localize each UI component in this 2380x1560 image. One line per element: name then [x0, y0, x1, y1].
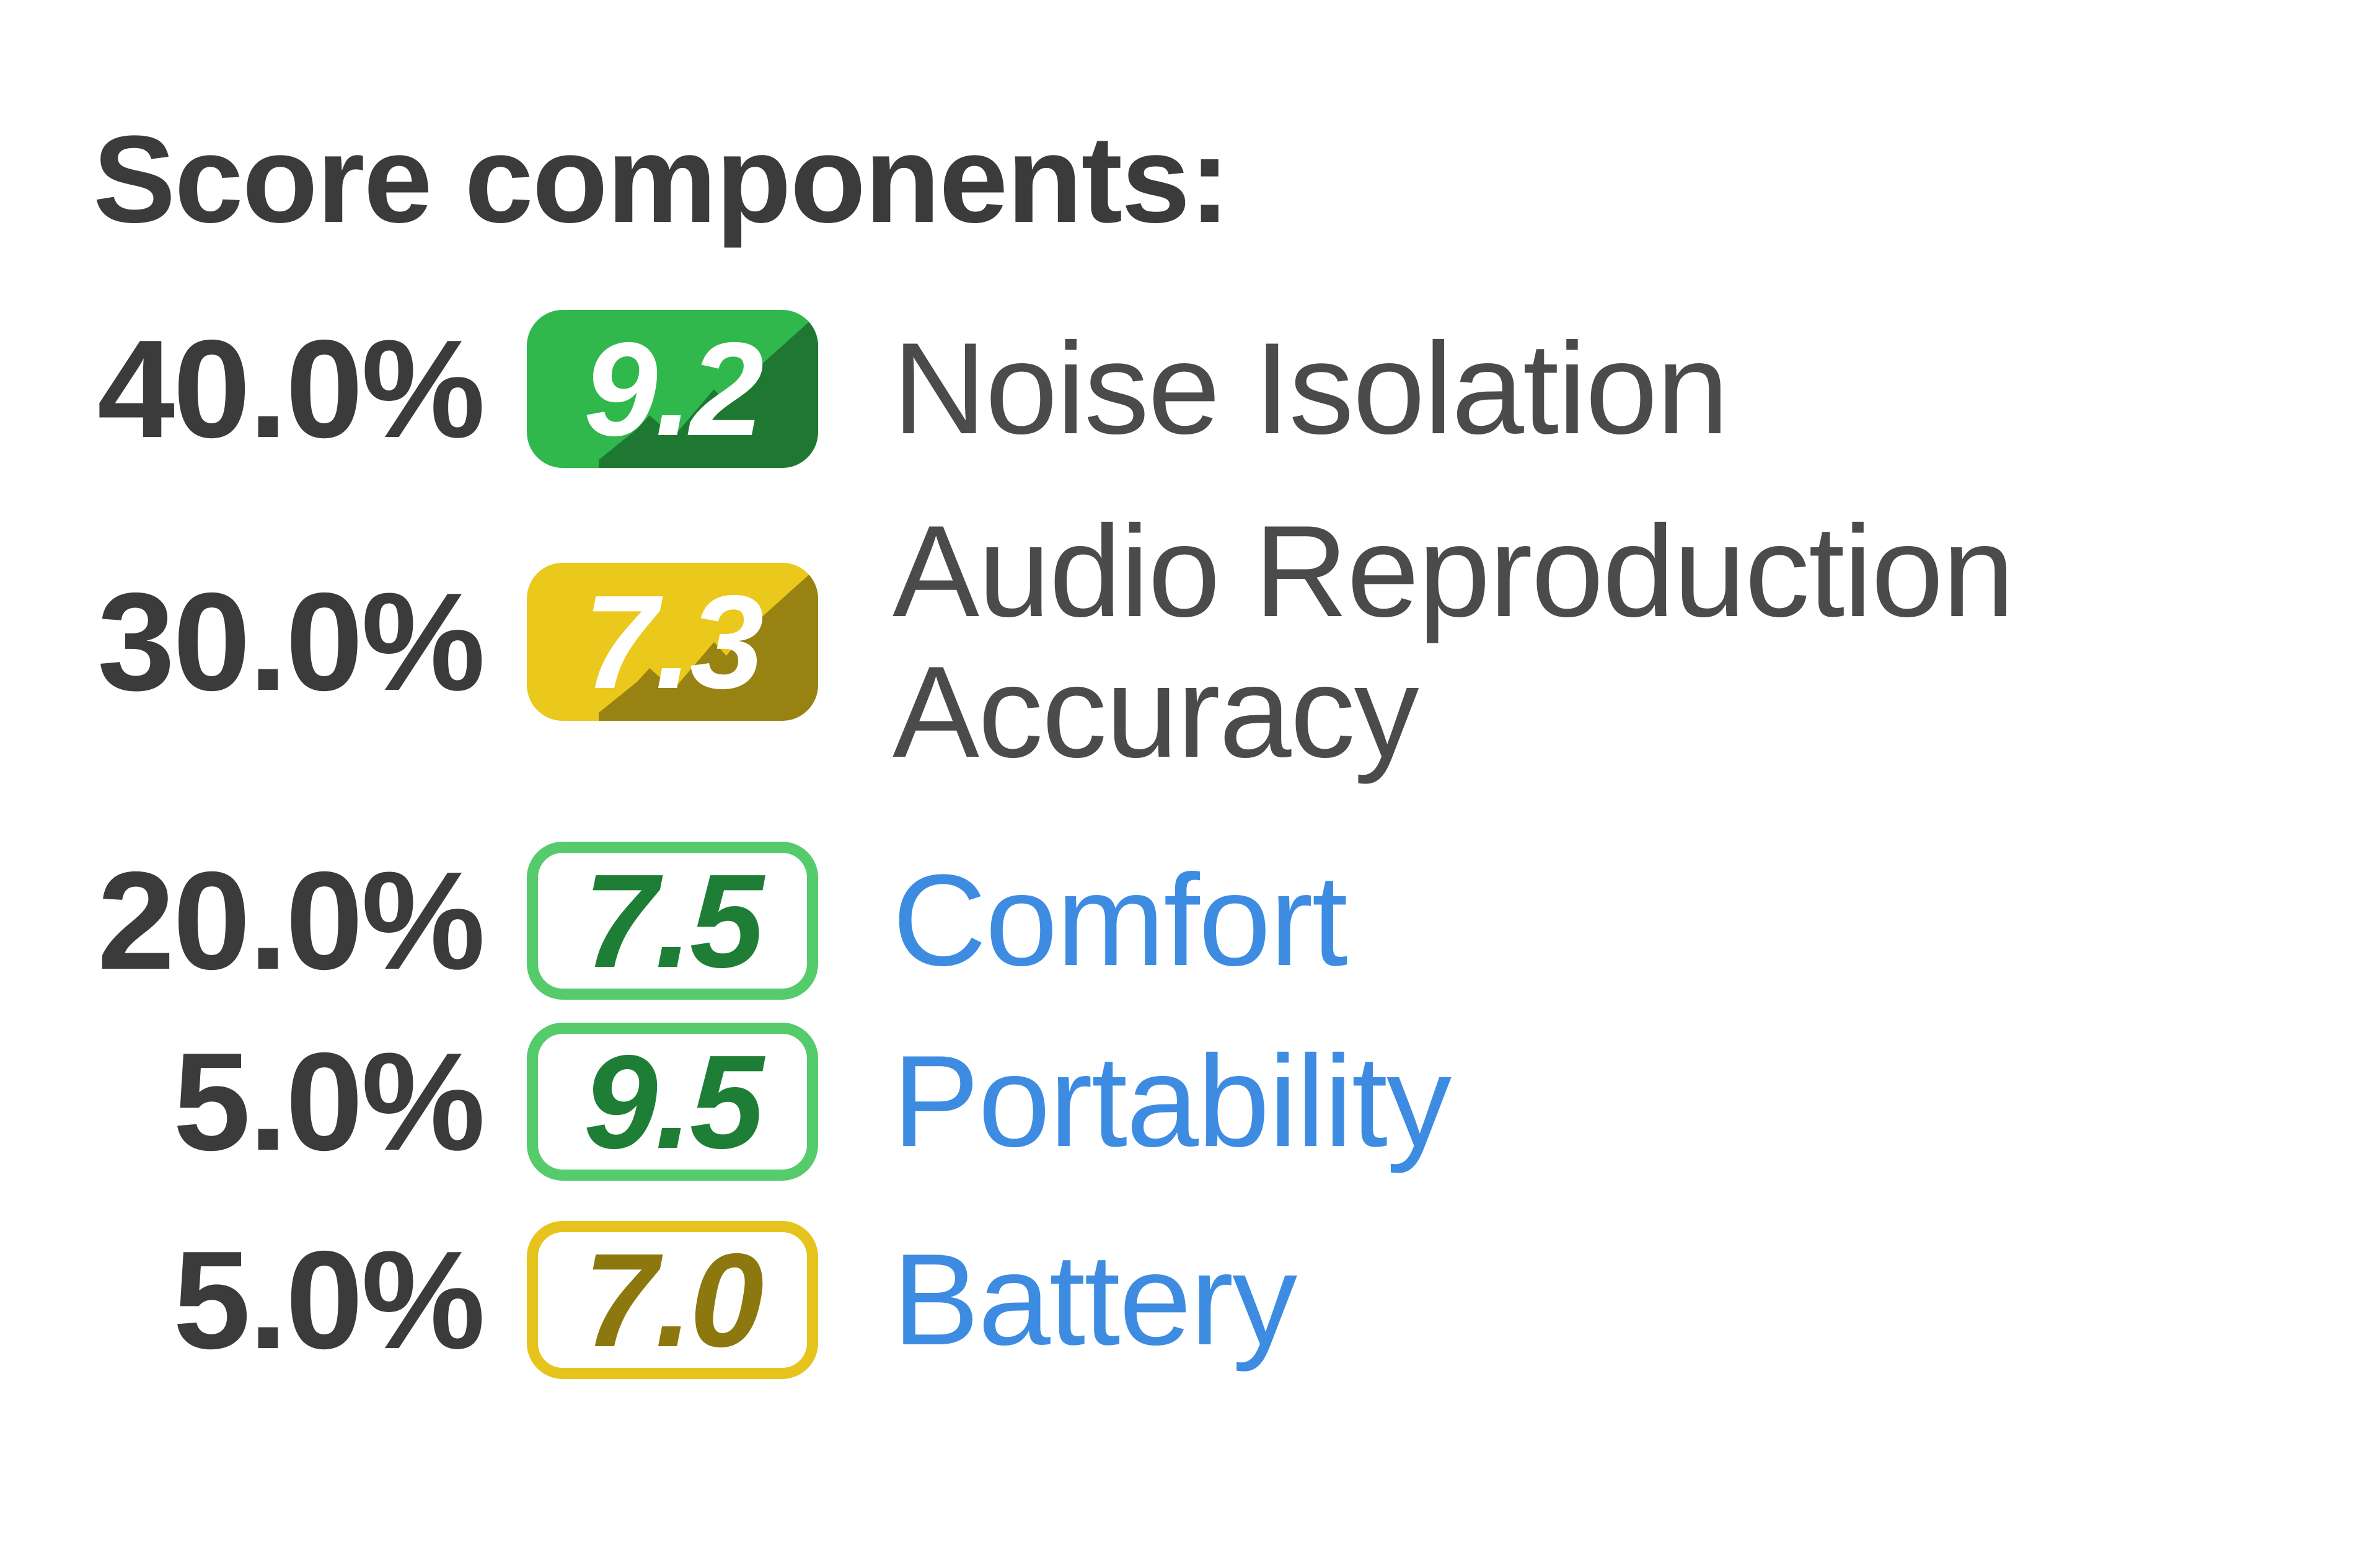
component-label-link[interactable]: Comfort — [892, 847, 1348, 994]
score-component-row: 30.0% 7.3 Audio Reproduction Accuracy — [87, 501, 2355, 782]
component-label: Audio Reproduction Accuracy — [892, 498, 2015, 785]
component-label: Noise Isolation — [892, 315, 1729, 462]
score-component-row: 5.0% 7.0 Battery — [87, 1221, 2355, 1379]
score-component-row: 20.0% 7.5 Comfort — [87, 842, 2355, 1000]
score-value: 9.5 — [583, 1026, 764, 1176]
component-label-link[interactable]: Portability — [892, 1028, 1452, 1174]
score-value: 9.2 — [583, 314, 764, 464]
score-value: 7.3 — [583, 566, 764, 716]
weight-percent: 5.0% — [173, 1023, 485, 1179]
weight-percent: 40.0% — [97, 311, 485, 467]
score-component-row: 40.0% 9.2 Noise Isolation — [87, 310, 2355, 468]
score-value: 7.0 — [583, 1225, 764, 1375]
score-value: 7.5 — [583, 845, 764, 995]
weight-percent: 20.0% — [97, 842, 485, 998]
score-component-row: 5.0% 9.5 Portability — [87, 1023, 2355, 1181]
weight-percent: 30.0% — [97, 563, 485, 720]
score-components-heading: Score components: — [93, 110, 1230, 249]
score-badge: 7.3 — [527, 563, 818, 721]
score-badge: 9.2 — [527, 310, 818, 468]
score-badge: 9.5 — [527, 1023, 818, 1181]
component-label-link[interactable]: Battery — [892, 1227, 1297, 1373]
weight-percent: 5.0% — [173, 1222, 485, 1378]
score-badge: 7.5 — [527, 842, 818, 1000]
score-badge: 7.0 — [527, 1221, 818, 1379]
